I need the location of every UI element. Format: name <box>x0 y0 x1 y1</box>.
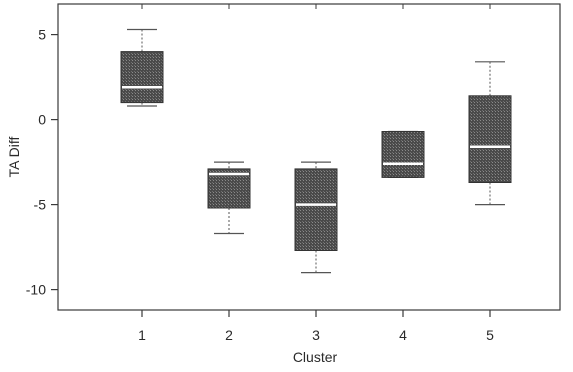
x-tick-label: 4 <box>399 327 407 343</box>
plot-area-frame <box>57 3 561 311</box>
box-series <box>120 28 512 274</box>
x-axis-title: Cluster <box>293 349 338 365</box>
box-cluster-5 <box>468 61 512 206</box>
box-cluster-4 <box>381 130 425 178</box>
box-cluster-3 <box>294 161 338 274</box>
x-tick-label: 1 <box>138 327 146 343</box>
x-tick-label: 3 <box>312 327 320 343</box>
box-cluster-2 <box>207 161 251 235</box>
box-iqr <box>120 51 164 104</box>
box-cluster-1 <box>120 28 164 107</box>
box-iqr <box>207 168 251 209</box>
y-tick-label: -10 <box>26 282 46 298</box>
y-tick-label: -5 <box>34 197 47 213</box>
box-iqr <box>381 131 425 178</box>
box-iqr <box>294 168 338 251</box>
x-axis: 1 2 3 4 5 <box>138 4 494 343</box>
y-axis: 5 0 -5 -10 <box>26 27 58 298</box>
y-tick-label: 0 <box>38 112 46 128</box>
box-iqr <box>468 95 512 183</box>
x-tick-label: 2 <box>225 327 233 343</box>
x-tick-label: 5 <box>486 327 494 343</box>
y-axis-title: TA Diff <box>6 137 22 178</box>
y-tick-label: 5 <box>38 27 46 43</box>
